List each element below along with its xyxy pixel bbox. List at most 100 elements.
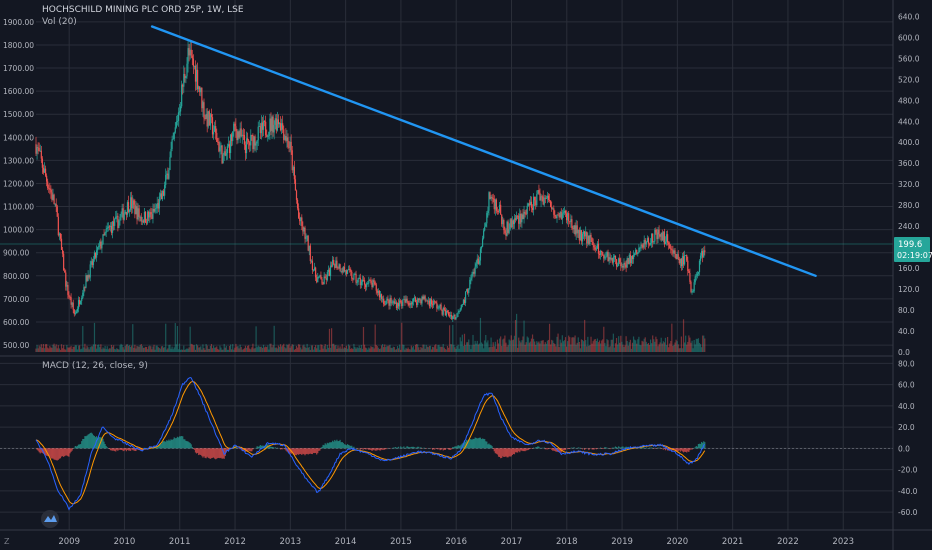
candle-body: [406, 298, 408, 302]
candle-body: [290, 141, 292, 151]
macd-histogram-bar: [510, 448, 512, 457]
volume-indicator-label[interactable]: Vol (20): [42, 17, 77, 27]
volume-bar: [429, 345, 432, 352]
macd-histogram-bar: [298, 448, 300, 455]
volume-bar: [224, 347, 226, 352]
candle-body: [552, 208, 554, 210]
volume-bar: [624, 345, 626, 352]
macd-histogram-bar: [303, 448, 305, 455]
candle-body: [587, 235, 589, 244]
candle-body: [665, 234, 668, 242]
volume-bar: [52, 344, 54, 352]
volume-bar: [40, 344, 42, 352]
candle-body: [451, 314, 453, 320]
volume-bar: [674, 342, 676, 352]
macd-line: [35, 376, 706, 511]
macd-histogram-bar: [37, 448, 39, 451]
candle-body: [442, 307, 444, 315]
candle-body: [483, 230, 485, 239]
macd-histogram-bar: [123, 448, 125, 451]
candle-body: [699, 255, 702, 261]
volume-tick-label: 320.0: [898, 180, 920, 189]
candle-body: [496, 210, 499, 212]
candle-body: [192, 58, 194, 67]
candle-body: [353, 274, 355, 280]
macd-histogram-bar: [270, 446, 272, 449]
candle-body: [377, 291, 379, 293]
volume-bar: [187, 348, 189, 352]
candle-body: [602, 251, 604, 256]
candle-body: [568, 213, 570, 222]
price-tick-label: 1500.00: [3, 110, 34, 119]
volume-bar: [303, 344, 305, 352]
macd-histogram-bar: [252, 448, 254, 450]
macd-histogram-bar: [336, 439, 338, 449]
candle-body: [346, 269, 349, 274]
candle-body: [440, 304, 442, 311]
macd-histogram-bar: [432, 448, 434, 450]
candle-body: [384, 304, 386, 305]
trendline-layer[interactable]: [150, 25, 817, 278]
macd-histogram-bar: [359, 448, 361, 450]
candle-body: [687, 260, 689, 271]
volume-bar: [70, 345, 72, 352]
macd-histogram-bar: [221, 448, 223, 459]
macd-histogram-bar: [261, 445, 264, 449]
volume-bar: [197, 345, 199, 352]
candle-body: [373, 280, 375, 283]
candle-body: [78, 300, 81, 305]
volume-tick-label: 80.0: [898, 306, 915, 315]
volume-bar: [262, 344, 265, 352]
volume-bar: [655, 336, 657, 352]
volume-bar: [264, 347, 266, 352]
candle-body: [574, 225, 576, 235]
volume-bar: [69, 347, 71, 352]
macd-histogram-bar: [68, 448, 70, 457]
macd-histogram-bar: [478, 437, 480, 449]
macd-histogram-bar: [337, 441, 339, 449]
volume-bar: [608, 347, 610, 352]
candle-body: [441, 310, 443, 315]
volume-bar: [289, 347, 291, 352]
candle-body: [614, 255, 617, 260]
candle-body: [504, 230, 506, 234]
volume-bar: [335, 344, 337, 352]
macd-histogram-bar: [654, 447, 656, 449]
macd-histogram-bar: [57, 448, 59, 460]
volume-bar: [421, 348, 423, 352]
corner-label[interactable]: Z: [4, 537, 10, 546]
macd-histogram-bar: [208, 448, 210, 459]
volume-bar: [77, 345, 80, 352]
volume-tick-label: 160.0: [898, 264, 920, 273]
macd-histogram-bar: [249, 448, 251, 452]
macd-histogram-bar: [578, 447, 580, 449]
macd-histogram-bar: [592, 448, 594, 450]
candle-body: [439, 304, 441, 307]
macd-histogram-bar: [56, 448, 58, 461]
macd-histogram-bar: [292, 448, 294, 455]
volume-bar: [659, 342, 661, 352]
tradingview-logo[interactable]: [41, 510, 59, 528]
macd-histogram-bar: [159, 443, 162, 449]
volume-bar: [587, 336, 589, 352]
volume-bar: [410, 345, 412, 352]
volume-bar: [639, 344, 641, 352]
volume-bar: [143, 347, 146, 352]
macd-histogram-bar: [568, 448, 570, 449]
candle-body: [139, 216, 141, 218]
macd-histogram-bar: [299, 448, 301, 455]
candle-body: [514, 218, 517, 220]
macd-indicator-label[interactable]: MACD (12, 26, close, 9): [42, 361, 148, 371]
candle-body: [454, 314, 456, 320]
volume-bar: [474, 340, 476, 352]
macd-histogram-bar: [224, 448, 226, 457]
volume-bar: [461, 334, 463, 352]
candle-body: [588, 235, 590, 245]
candle-body: [240, 128, 242, 137]
volume-bar: [559, 339, 561, 352]
candle-body: [260, 122, 263, 134]
volume-bar: [225, 345, 227, 352]
macd-histogram-bar: [281, 448, 283, 450]
candle-body: [35, 144, 37, 154]
